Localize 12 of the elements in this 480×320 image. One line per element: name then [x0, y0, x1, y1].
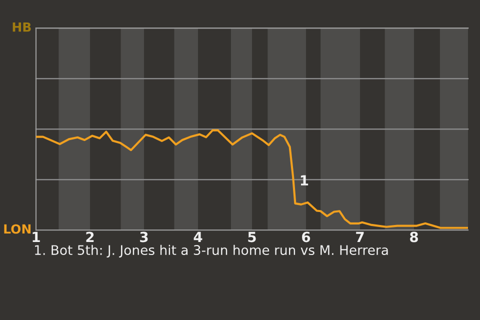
text: HB — [12, 22, 31, 32]
x-tick-label: 5 — [248, 232, 256, 242]
x-tick-label: 8 — [410, 232, 418, 242]
x-tick-label: 4 — [194, 232, 202, 242]
x-tick-label: 3 — [140, 232, 148, 242]
x-tick-label: 6 — [302, 232, 310, 242]
x-tick-label: 7 — [356, 232, 364, 242]
annotation: 1 — [300, 175, 308, 186]
x-tick-label: 2 — [86, 232, 94, 242]
x-tick-label: 1 — [32, 232, 40, 242]
text: 1. Bot 5th: J. Jones hit a 3-run home run vs M. Herrera — [35, 244, 388, 258]
text: LON — [4, 224, 31, 234]
